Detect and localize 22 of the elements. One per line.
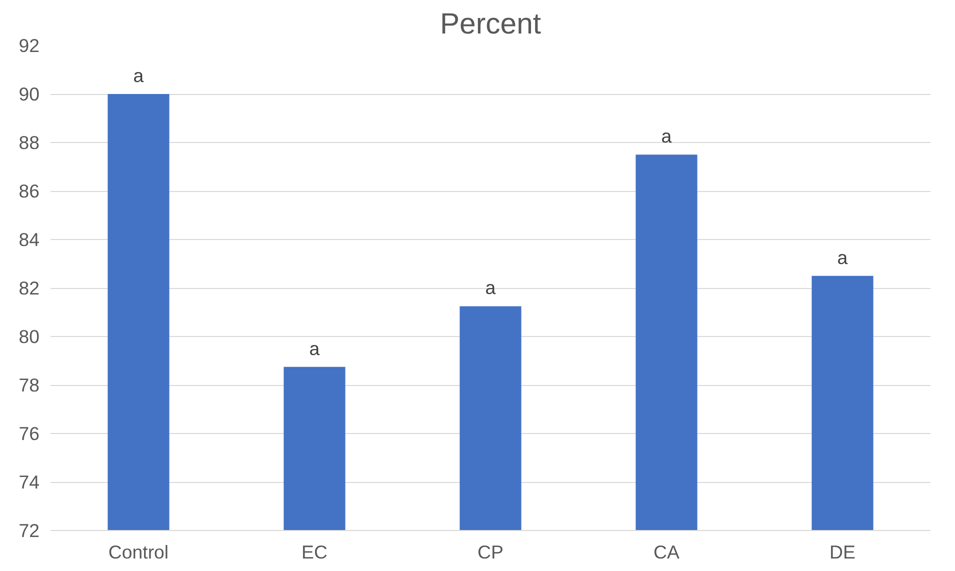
annotation: a <box>661 126 672 147</box>
y-tick-label: 82 <box>18 278 40 298</box>
y-tick-label: 92 <box>18 35 40 56</box>
y-tick-label: 86 <box>18 180 40 202</box>
y-tick-label: 88 <box>18 132 40 153</box>
y-tick-label: 72 <box>18 520 40 541</box>
x-tick-label: CA <box>654 542 680 562</box>
y-tick-label: 80 <box>18 326 40 347</box>
x-tick-label: CP <box>478 542 504 562</box>
y-tick-label: 90 <box>18 84 40 104</box>
annotation: a <box>133 65 144 86</box>
x-tick-label: DE <box>830 542 856 562</box>
annotation: a <box>485 277 496 298</box>
y-tick-label: 78 <box>18 374 40 396</box>
annotation: a <box>837 246 848 268</box>
chart-title: Percent <box>440 8 542 40</box>
x-tick-label: Control <box>108 542 169 562</box>
x-tick-label: EC <box>302 542 328 562</box>
y-tick-label: 74 <box>18 472 40 492</box>
y-tick-label: 76 <box>18 423 40 444</box>
y-tick-label: 84 <box>18 229 40 250</box>
annotation: a <box>309 338 320 359</box>
